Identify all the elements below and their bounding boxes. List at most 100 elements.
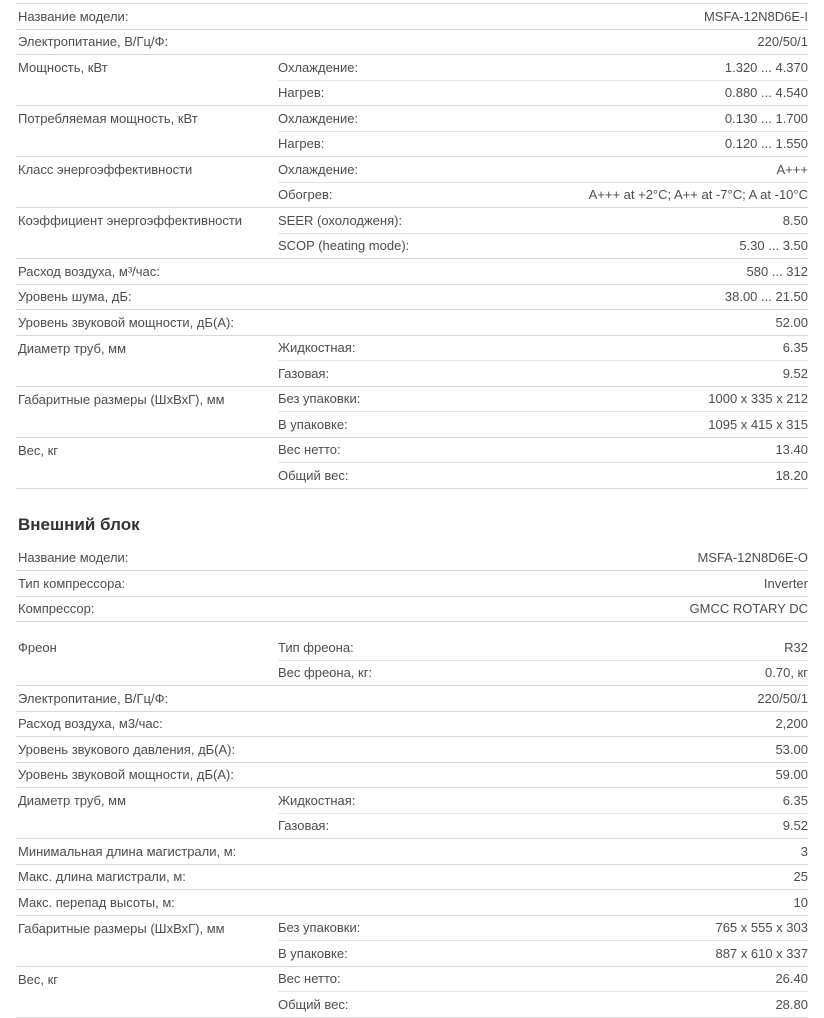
- table-row: Обогрев: A+++ at +2°C; A++ at -7°C; A at …: [16, 182, 808, 208]
- spec-value: 38.00 ... 21.50: [278, 284, 808, 310]
- table-row: Вес фреона, кг: 0.70, кг: [16, 660, 808, 686]
- table-row: Габаритные размеры (ШхВхГ), мм Без упаков…: [16, 915, 808, 941]
- table-row: Коэффициент энергоэффективности SEER (охо…: [16, 207, 808, 234]
- spec-sub-label: Жидкостная:: [278, 335, 543, 361]
- spec-value: A+++: [543, 156, 808, 183]
- table-row: Вес, кг Вес нетто: 13.40: [16, 437, 808, 463]
- spec-value: A+++ at +2°C; A++ at -7°C; A at -10°C: [543, 182, 808, 208]
- spec-value: 52.00: [278, 309, 808, 336]
- table-row: Макс. длина магистрали, м: 25: [16, 864, 808, 890]
- spec-sub-label: Вес фреона, кг:: [278, 660, 543, 686]
- table-row: Класс энергоэффективности Охлаждение: A+++: [16, 156, 808, 183]
- spec-value: 18.20: [543, 462, 808, 489]
- spec-label: Вес, кг: [18, 971, 59, 987]
- spec-section: Внешний блок Название модели: MSFA-12N8D6E…: [16, 515, 808, 1018]
- spec-label: Уровень звукового давления, дБ(А):: [16, 736, 278, 763]
- spec-value: 6.35: [543, 787, 808, 814]
- spec-value: 26.40: [543, 966, 808, 992]
- table-row: SCOP (heating mode): 5.30 ... 3.50: [16, 233, 808, 259]
- spec-value: 0.120 ... 1.550: [543, 131, 808, 157]
- spec-sub-label: Газовая:: [278, 813, 543, 839]
- spec-label: Минимальная длина магистрали, м:: [16, 838, 278, 865]
- spec-label: Электропитание, В/Гц/Ф:: [16, 29, 278, 55]
- spec-sub-label: Нагрев:: [278, 131, 543, 157]
- spec-sub-label: Тип фреона:: [278, 635, 543, 661]
- spec-sub-label: Общий вес:: [278, 991, 543, 1018]
- spec-label: [16, 131, 278, 157]
- spec-label: [16, 462, 278, 489]
- spec-value: 1095 x 415 x 315: [543, 411, 808, 438]
- spec-value: 220/50/1: [278, 685, 808, 712]
- spec-value: 580 ... 312: [278, 258, 808, 285]
- spec-sub-label: Обогрев:: [278, 182, 543, 208]
- spec-label: Уровень шума, дБ:: [16, 284, 278, 310]
- table-row: Вес, кг Вес нетто: 26.40: [16, 966, 808, 992]
- spec-sub-label: Газовая:: [278, 360, 543, 387]
- spec-table: Название модели: MSFA-12N8D6E-I Электропит…: [16, 3, 808, 489]
- spec-value: 9.52: [543, 360, 808, 387]
- spec-sub-label: В упаковке:: [278, 411, 543, 438]
- spec-label: Диаметр труб, мм: [18, 340, 127, 356]
- spec-page: Название модели: MSFA-12N8D6E-I Электропит…: [16, 3, 808, 1018]
- table-row: Электропитание, В/Гц/Ф: 220/50/1: [16, 29, 808, 55]
- spec-value: 9.52: [543, 813, 808, 839]
- table-row: Название модели: MSFA-12N8D6E-O: [16, 545, 808, 571]
- table-row: Диаметр труб, мм Жидкостная: 6.35: [16, 787, 808, 814]
- table-row: В упаковке: 1095 x 415 x 315: [16, 411, 808, 438]
- spec-label: Название модели:: [16, 3, 278, 30]
- spec-sub-label: SEER (охолодженя):: [278, 207, 543, 234]
- spec-value: Inverter: [278, 570, 808, 597]
- spec-label: Потребляемая мощность, кВт: [18, 111, 198, 126]
- spec-label: Макс. перепад высоты, м:: [16, 889, 278, 916]
- spec-label: Название модели:: [16, 545, 278, 571]
- spec-value: 3: [278, 838, 808, 865]
- spec-value: 10: [278, 889, 808, 916]
- spec-value: 53.00: [278, 736, 808, 763]
- table-row: Уровень звукового давления, дБ(А): 53.00: [16, 736, 808, 763]
- table-row: Компрессор: GMCC ROTARY DC: [16, 596, 808, 622]
- table-row: Уровень звуковой мощности, дБ(А): 52.00: [16, 309, 808, 336]
- spec-label: [16, 813, 278, 839]
- spec-value: 1.320 ... 4.370: [543, 54, 808, 81]
- spec-sub-label: Охлаждение:: [278, 105, 543, 132]
- spec-value: 0.130 ... 1.700: [543, 105, 808, 132]
- spec-label: Габаритные размеры (ШхВхГ), мм: [18, 920, 225, 936]
- spec-sub-label: Вес нетто:: [278, 966, 543, 992]
- spec-label: Габаритные размеры (ШхВхГ), мм: [18, 391, 225, 407]
- spec-sub-label: Охлаждение:: [278, 156, 543, 183]
- spec-value: 0.880 ... 4.540: [543, 80, 808, 106]
- spec-label: Коэффициент энергоэффективности: [18, 213, 243, 228]
- table-row: Электропитание, В/Гц/Ф: 220/50/1: [16, 685, 808, 712]
- spec-label: Класс энергоэффективности: [18, 162, 193, 177]
- spec-label: Компрессор:: [16, 596, 278, 622]
- table-row: Уровень шума, дБ: 38.00 ... 21.50: [16, 284, 808, 310]
- spec-label: Уровень звуковой мощности, дБ(А):: [16, 762, 278, 788]
- spec-label: Расход воздуха, м3/час:: [16, 711, 278, 737]
- table-row: Нагрев: 0.120 ... 1.550: [16, 131, 808, 157]
- spec-sub-label: Без упаковки:: [278, 915, 543, 941]
- spec-value: 8.50: [543, 207, 808, 234]
- spec-sub-label: Жидкостная:: [278, 787, 543, 814]
- spec-sub-label: Общий вес:: [278, 462, 543, 489]
- spec-label: [16, 660, 278, 686]
- spec-value: 0.70, кг: [543, 660, 808, 686]
- section-heading: Внешний блок: [18, 514, 140, 534]
- spec-label: Мощность, кВт: [18, 60, 108, 75]
- table-row: Мощность, кВт Охлаждение: 1.320 ... 4.370: [16, 54, 808, 81]
- spec-label: [16, 411, 278, 438]
- table-row: Расход воздуха, м3/час: 2,200: [16, 711, 808, 737]
- spec-label: Вес, кг: [18, 442, 59, 458]
- table-row: Минимальная длина магистрали, м: 3: [16, 838, 808, 865]
- spec-value: 1000 x 335 x 212: [543, 386, 808, 412]
- table-row: Уровень звуковой мощности, дБ(А): 59.00: [16, 762, 808, 788]
- spec-value: 2,200: [278, 711, 808, 737]
- spec-sub-label: Без упаковки:: [278, 386, 543, 412]
- table-row: Название модели: MSFA-12N8D6E-I: [16, 3, 808, 30]
- spec-sub-label: SCOP (heating mode):: [278, 233, 543, 259]
- spec-label: [16, 80, 278, 106]
- spec-label: Электропитание, В/Гц/Ф:: [16, 685, 278, 712]
- spec-value: 28.80: [543, 991, 808, 1018]
- table-row: Диаметр труб, мм Жидкостная: 6.35: [16, 335, 808, 361]
- spec-label: [16, 360, 278, 387]
- spec-label: [16, 233, 278, 259]
